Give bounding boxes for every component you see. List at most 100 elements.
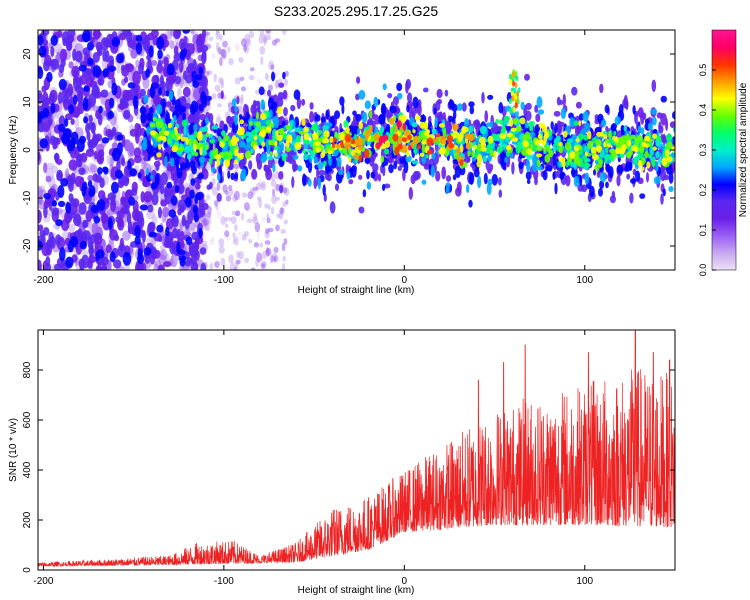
- heatmap-cell: [668, 186, 674, 192]
- heatmap-cell: [98, 105, 103, 114]
- heatmap-cell: [96, 199, 106, 211]
- heatmap-cell: [246, 140, 252, 148]
- heatmap-cell: [231, 210, 236, 216]
- heatmap-cell: [273, 145, 279, 150]
- heatmap-cell: [313, 157, 318, 164]
- heatmap-cell: [467, 157, 471, 163]
- heatmap-cell: [216, 158, 220, 167]
- heatmap-cell: [336, 144, 341, 149]
- heatmap-cell: [279, 207, 285, 215]
- heatmap-cell: [290, 104, 296, 112]
- heatmap-cell: [334, 183, 340, 191]
- heatmap-cell: [157, 49, 163, 60]
- heatmap-cell: [358, 121, 364, 130]
- heatmap-cell: [214, 200, 219, 207]
- heatmap-cell: [108, 55, 114, 66]
- heatmap-cell: [159, 183, 165, 195]
- heatmap-cell: [252, 100, 257, 109]
- heatmap-cell: [430, 165, 435, 178]
- heatmap-cell: [88, 254, 96, 264]
- heatmap-cell: [268, 122, 274, 127]
- heatmap-cell: [233, 267, 238, 270]
- heatmap-cell: [369, 124, 373, 134]
- heatmap-cell: [498, 189, 503, 198]
- heatmap-cell: [348, 179, 354, 185]
- heatmap-cell: [57, 30, 63, 38]
- heatmap-cell: [646, 172, 649, 183]
- heatmap-cell: [61, 95, 69, 104]
- heatmap-cell: [126, 211, 132, 225]
- heatmap-cell: [68, 61, 74, 69]
- heatmap-cell: [307, 148, 313, 153]
- heatmap-cell: [271, 71, 275, 82]
- heatmap-cell: [49, 135, 57, 146]
- heatmap-cell: [187, 152, 192, 160]
- heatmap-cell: [569, 117, 576, 128]
- heatmap-cell: [320, 152, 325, 159]
- heatmap-cell: [214, 261, 220, 268]
- heatmap-cell: [392, 133, 399, 142]
- heatmap-cell: [128, 196, 136, 206]
- heatmap-cell: [307, 178, 312, 187]
- heatmap-cell: [436, 88, 443, 99]
- heatmap-cell: [489, 121, 494, 128]
- heatmap-cell: [389, 126, 393, 134]
- heatmap-cell: [165, 79, 173, 92]
- heatmap-cell: [83, 85, 90, 92]
- heatmap-cell: [68, 104, 74, 115]
- heatmap-cell: [239, 141, 246, 147]
- heatmap-cell: [317, 177, 321, 190]
- heatmap-cell: [69, 198, 77, 206]
- heatmap-cell: [671, 146, 675, 153]
- heatmap-cell: [603, 141, 607, 148]
- heatmap-cell: [160, 86, 166, 97]
- heatmap-cell: [320, 116, 326, 123]
- heatmap-cell: [480, 147, 487, 152]
- heatmap-cell: [51, 207, 60, 216]
- heatmap-cell: [506, 132, 513, 138]
- heatmap-cell: [536, 159, 541, 167]
- heatmap-cell: [544, 154, 551, 163]
- heatmap-cell: [266, 217, 271, 224]
- heatmap-cell: [111, 126, 117, 136]
- heatmap-cell: [236, 251, 241, 259]
- heatmap-cell: [38, 209, 42, 224]
- snr-ticks: -200 -100 0 100 0 200 400 600 800: [22, 330, 675, 587]
- heatmap-cell: [234, 43, 240, 52]
- heatmap-cell: [629, 192, 634, 204]
- heatmap-cell: [102, 68, 109, 78]
- heatmap-cell: [201, 51, 207, 65]
- heatmap-cell: [598, 159, 603, 169]
- heatmap-cell: [218, 238, 225, 247]
- heatmap-cell: [114, 169, 123, 179]
- heatmap-cell: [233, 163, 240, 170]
- heatmap-cell: [50, 45, 55, 58]
- heatmap-cell: [119, 207, 125, 220]
- heatmap-cell: [637, 125, 642, 134]
- heatmap-cell: [177, 87, 182, 99]
- heatmap-cell: [421, 139, 428, 145]
- heatmap-cell: [93, 216, 101, 224]
- heatmap-cell: [185, 236, 193, 246]
- heatmap-cell: [260, 263, 266, 270]
- heatmap-cell: [246, 218, 253, 223]
- heatmap-cell: [57, 171, 63, 182]
- heatmap-cell: [190, 261, 199, 270]
- heatmap-cell: [633, 156, 638, 166]
- heatmap-cell: [283, 78, 289, 86]
- heatmap-cell: [594, 164, 600, 172]
- heatmap-cell: [140, 112, 147, 124]
- heatmap-cell: [330, 155, 337, 169]
- heatmap-cell: [183, 126, 187, 136]
- heatmap-cell: [344, 126, 350, 134]
- heatmap-cell: [660, 113, 667, 126]
- heatmap-cell: [242, 133, 247, 139]
- heatmap-cell: [369, 110, 373, 119]
- heatmap-cell: [264, 240, 271, 245]
- heatmap-cell: [192, 139, 198, 146]
- heatmap-cell: [123, 139, 131, 152]
- heatmap-cell: [543, 145, 547, 153]
- heatmap-cell: [407, 134, 412, 140]
- heatmap-cell: [407, 92, 413, 103]
- heatmap-cell: [672, 111, 675, 120]
